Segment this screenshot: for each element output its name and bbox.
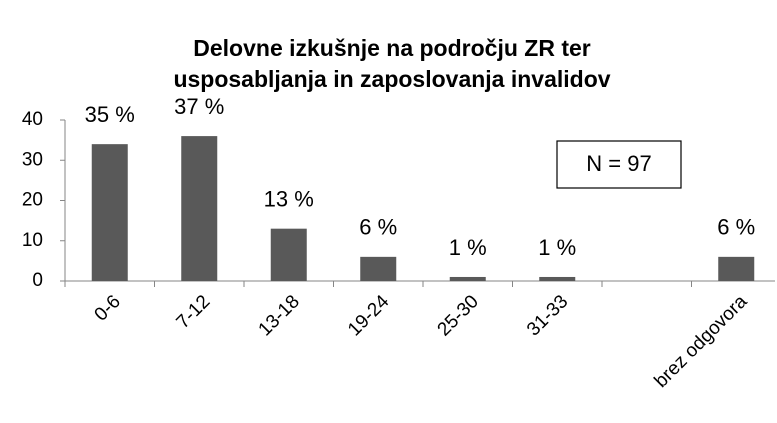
x-tick-label: 19-24 — [344, 291, 394, 341]
annotation-box — [556, 140, 682, 189]
bar — [449, 276, 486, 281]
y-tick-label: 30 — [22, 149, 43, 170]
x-tick-label: 7-12 — [173, 291, 215, 333]
x-tick-label: 13-18 — [255, 291, 304, 340]
y-tick-label: 0 — [32, 270, 43, 291]
y-tick-label: 10 — [22, 230, 43, 251]
bar — [539, 276, 576, 281]
x-tick-label: 0-6 — [91, 291, 125, 325]
value-label: 35 % — [85, 102, 135, 127]
value-label: 6 % — [359, 215, 397, 240]
y-tick-label: 20 — [22, 190, 43, 211]
bar — [181, 136, 218, 281]
x-tick-label: brez odgovora — [651, 291, 752, 392]
value-label: 6 % — [717, 215, 755, 240]
annotation: N = 97 — [586, 151, 651, 176]
value-label: 1 % — [449, 235, 487, 260]
bar — [91, 144, 128, 281]
bar — [718, 256, 755, 281]
value-label: 13 % — [264, 186, 314, 211]
chart-title: Delovne izkušnje na področju ZR ter — [193, 35, 591, 61]
bar — [270, 228, 307, 281]
y-tick-label: 40 — [22, 109, 43, 130]
bar — [360, 256, 397, 281]
value-label: 1 % — [538, 235, 576, 260]
x-tick-label: 25-30 — [434, 291, 483, 340]
chart-title: usposabljanja in zaposlovanja invalidov — [173, 66, 610, 92]
x-tick-label: 31-33 — [523, 291, 572, 340]
value-label: 37 % — [174, 94, 224, 119]
